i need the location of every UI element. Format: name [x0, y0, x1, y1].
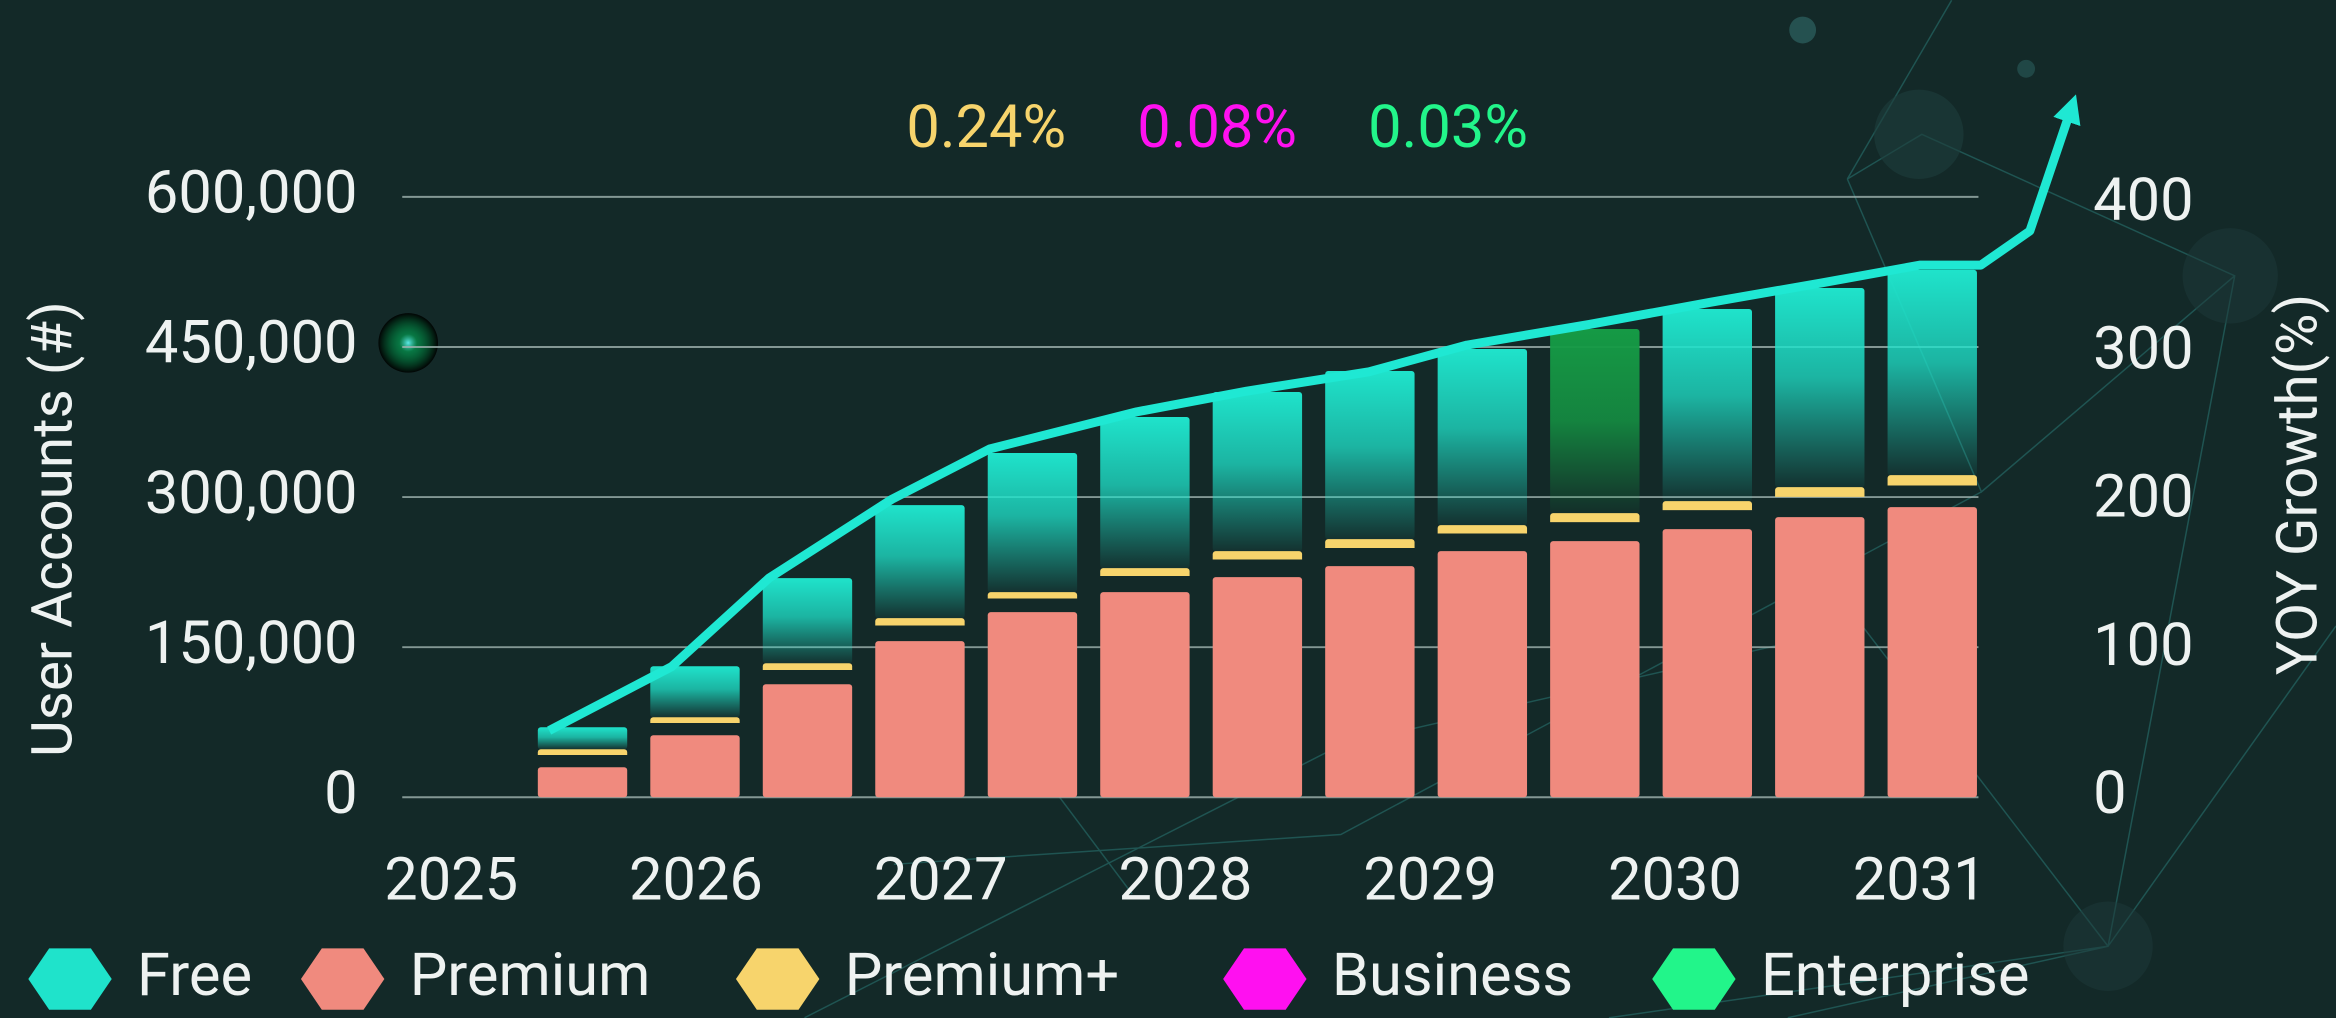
- bar-segment: [1325, 371, 1414, 539]
- bar-segment: [988, 612, 1077, 797]
- bar-segment: [1438, 525, 1527, 551]
- annotation: 0.03%: [1368, 92, 1528, 162]
- bar-segment: [1663, 529, 1752, 797]
- bar-segment: [1213, 577, 1302, 797]
- chart: User Accounts (#) YOY Growth(%) 0 150,000…: [0, 0, 2336, 1018]
- bar-segment: [1888, 475, 1977, 507]
- legend-swatch: [736, 948, 819, 1009]
- legend-label: Free: [137, 940, 252, 1010]
- bar-segment: [538, 749, 627, 767]
- x-tick-label: 2031: [1853, 844, 1987, 914]
- bar-segment: [1888, 507, 1977, 797]
- legend-swatch: [1652, 948, 1735, 1009]
- legend-swatch: [28, 948, 111, 1009]
- bar-segment: [1438, 551, 1527, 797]
- y-tick-label: 600,000: [145, 158, 358, 228]
- bar-segment: [1775, 487, 1864, 517]
- y-tick-label: 300,000: [145, 458, 358, 528]
- y2-tick-label: 0: [2093, 758, 2126, 828]
- legend-swatch: [301, 948, 384, 1009]
- bar-segment: [650, 717, 739, 735]
- bar-segment: [1325, 539, 1414, 566]
- legend-label: Enterprise: [1761, 940, 2030, 1010]
- bar-segment: [763, 578, 852, 663]
- x-tick-label: 2030: [1608, 844, 1742, 914]
- y2-tick-label: 200: [2093, 462, 2193, 532]
- bar-segment: [1438, 349, 1527, 525]
- bar-segment: [1550, 541, 1639, 797]
- bar-segment: [763, 663, 852, 684]
- bar-segment: [650, 735, 739, 797]
- bar-segment: [538, 767, 627, 797]
- bar-segment: [1663, 309, 1752, 501]
- bar-segment: [1663, 501, 1752, 529]
- bar-segment: [1775, 517, 1864, 797]
- y2-tick-label: 100: [2093, 610, 2193, 680]
- x-tick-label: 2028: [1118, 844, 1252, 914]
- bar-segment: [1325, 566, 1414, 797]
- legend-swatch: [1223, 948, 1306, 1009]
- y-tick-label: 0: [324, 758, 357, 828]
- bar-segment: [988, 453, 1077, 592]
- annotation: 0.08%: [1137, 92, 1297, 162]
- bar-segment: [1550, 329, 1639, 513]
- bar-segment: [1775, 288, 1864, 487]
- bar-segment: [875, 618, 964, 641]
- legend-label: Premium+: [845, 940, 1119, 1010]
- y2-tick-label: 400: [2093, 165, 2193, 235]
- bar-segment: [1888, 270, 1977, 475]
- legend-label: Business: [1332, 940, 1573, 1010]
- bar-segment: [1100, 417, 1189, 568]
- x-tick-label: 2026: [629, 844, 763, 914]
- bar-segment: [1213, 392, 1302, 551]
- bar-segment: [988, 592, 1077, 612]
- bar-segment: [1100, 592, 1189, 797]
- bar-segment: [763, 684, 852, 797]
- bar-segment: [875, 505, 964, 618]
- y-tick-label: 150,000: [145, 608, 358, 678]
- y-axis-title: User Accounts (#): [19, 301, 86, 757]
- y2-tick-label: 300: [2093, 313, 2193, 383]
- bar-segment: [1100, 568, 1189, 592]
- bar-segment: [1213, 551, 1302, 577]
- bar-segment: [875, 641, 964, 797]
- page: {"chart_data":{"type":"bar", "categories…: [0, 0, 2336, 1018]
- y2-axis-title: YOY Growth(%): [2264, 294, 2331, 675]
- x-tick-label: 2029: [1363, 844, 1497, 914]
- x-tick-label: 2025: [384, 844, 518, 914]
- y-tick-label: 450,000: [145, 308, 358, 378]
- x-tick-label: 2027: [874, 844, 1008, 914]
- legend-label: Premium: [410, 940, 651, 1010]
- bar-segment: [1550, 513, 1639, 541]
- annotation: 0.24%: [906, 92, 1066, 162]
